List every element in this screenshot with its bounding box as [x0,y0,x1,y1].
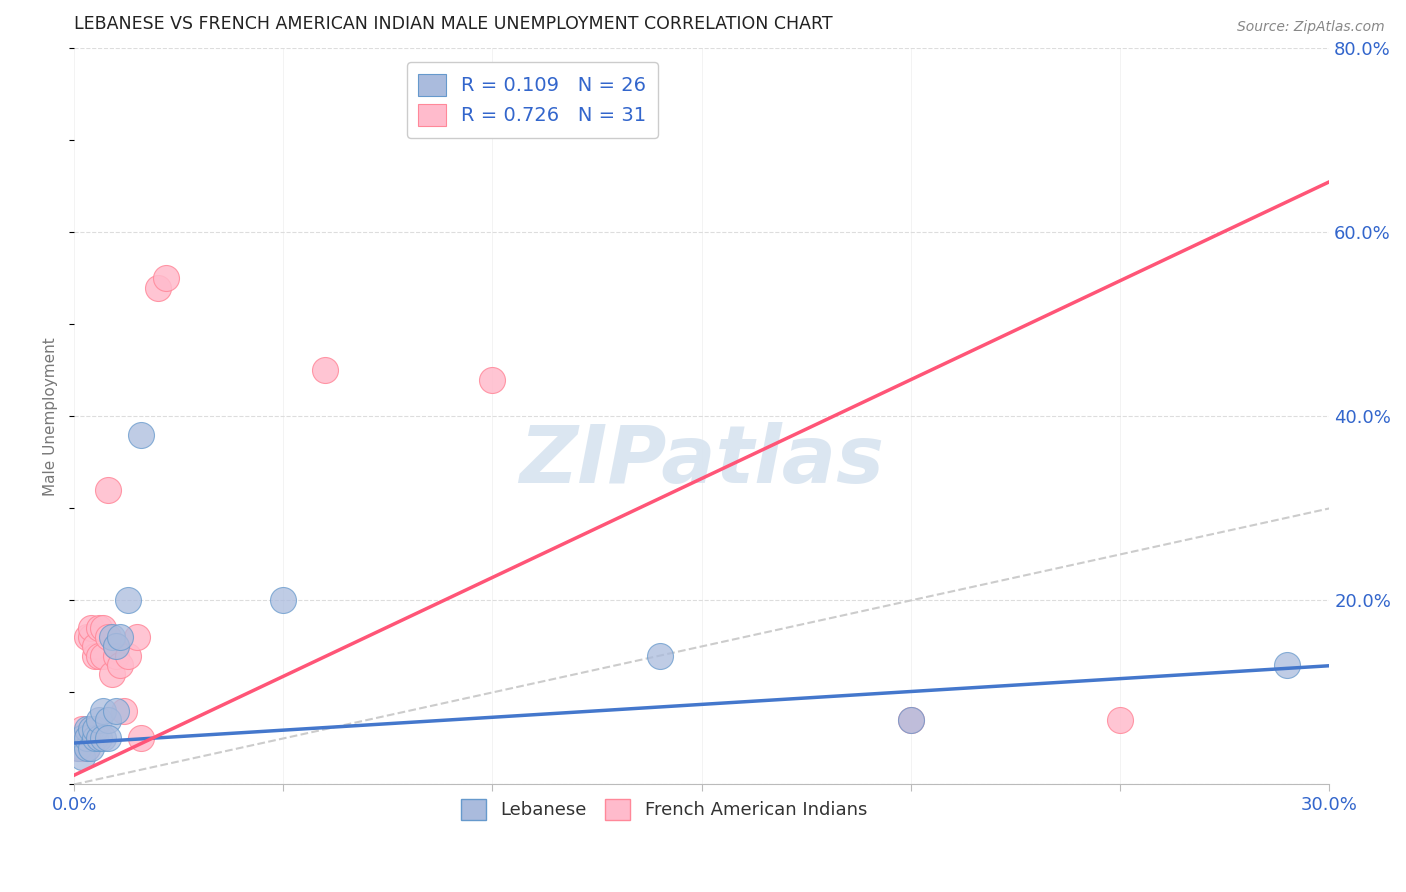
Point [93,621,115,635]
Point [104,640,127,654]
Point [84,640,107,654]
Point [900,713,922,727]
Point [89,621,111,635]
Point [72,723,94,737]
Point [1277,657,1299,672]
Text: LEBANESE VS FRENCH AMERICAN INDIAN MALE UNEMPLOYMENT CORRELATION CHART: LEBANESE VS FRENCH AMERICAN INDIAN MALE … [75,15,832,33]
Point [84,648,107,663]
Point [129,731,152,746]
Point [100,667,122,681]
Point [80,621,103,635]
Point [129,427,152,442]
Point [100,630,122,644]
Point [67,731,90,746]
Point [80,740,103,755]
Point [80,630,103,644]
Point [72,740,94,755]
Point [72,749,94,764]
Point [80,723,103,737]
Point [97,731,120,746]
Point [97,713,120,727]
Point [112,704,135,718]
Point [125,630,148,644]
Point [900,713,922,727]
Point [1109,713,1132,727]
Point [314,363,336,377]
Point [89,648,111,663]
Point [76,723,98,737]
Point [108,657,131,672]
Point [108,630,131,644]
Point [648,648,671,663]
Text: Source: ZipAtlas.com: Source: ZipAtlas.com [1237,20,1385,34]
Point [93,731,115,746]
Point [271,593,294,607]
Point [97,630,120,644]
Point [67,740,90,755]
Point [104,704,127,718]
Point [146,280,169,294]
Point [84,723,107,737]
Point [97,483,120,497]
Point [76,630,98,644]
Y-axis label: Male Unemployment: Male Unemployment [44,337,58,496]
Point [89,731,111,746]
Text: ZIPatlas: ZIPatlas [519,422,884,500]
Point [72,731,94,746]
Point [481,373,503,387]
Point [76,731,98,746]
Point [104,648,127,663]
Point [84,731,107,746]
Point [93,648,115,663]
Legend: Lebanese, French American Indians: Lebanese, French American Indians [454,791,875,827]
Point [67,740,90,755]
Point [76,740,98,755]
Point [155,271,177,285]
Point [76,740,98,755]
Point [76,731,98,746]
Point [117,648,139,663]
Point [104,640,127,654]
Point [93,704,115,718]
Point [89,713,111,727]
Point [117,593,139,607]
